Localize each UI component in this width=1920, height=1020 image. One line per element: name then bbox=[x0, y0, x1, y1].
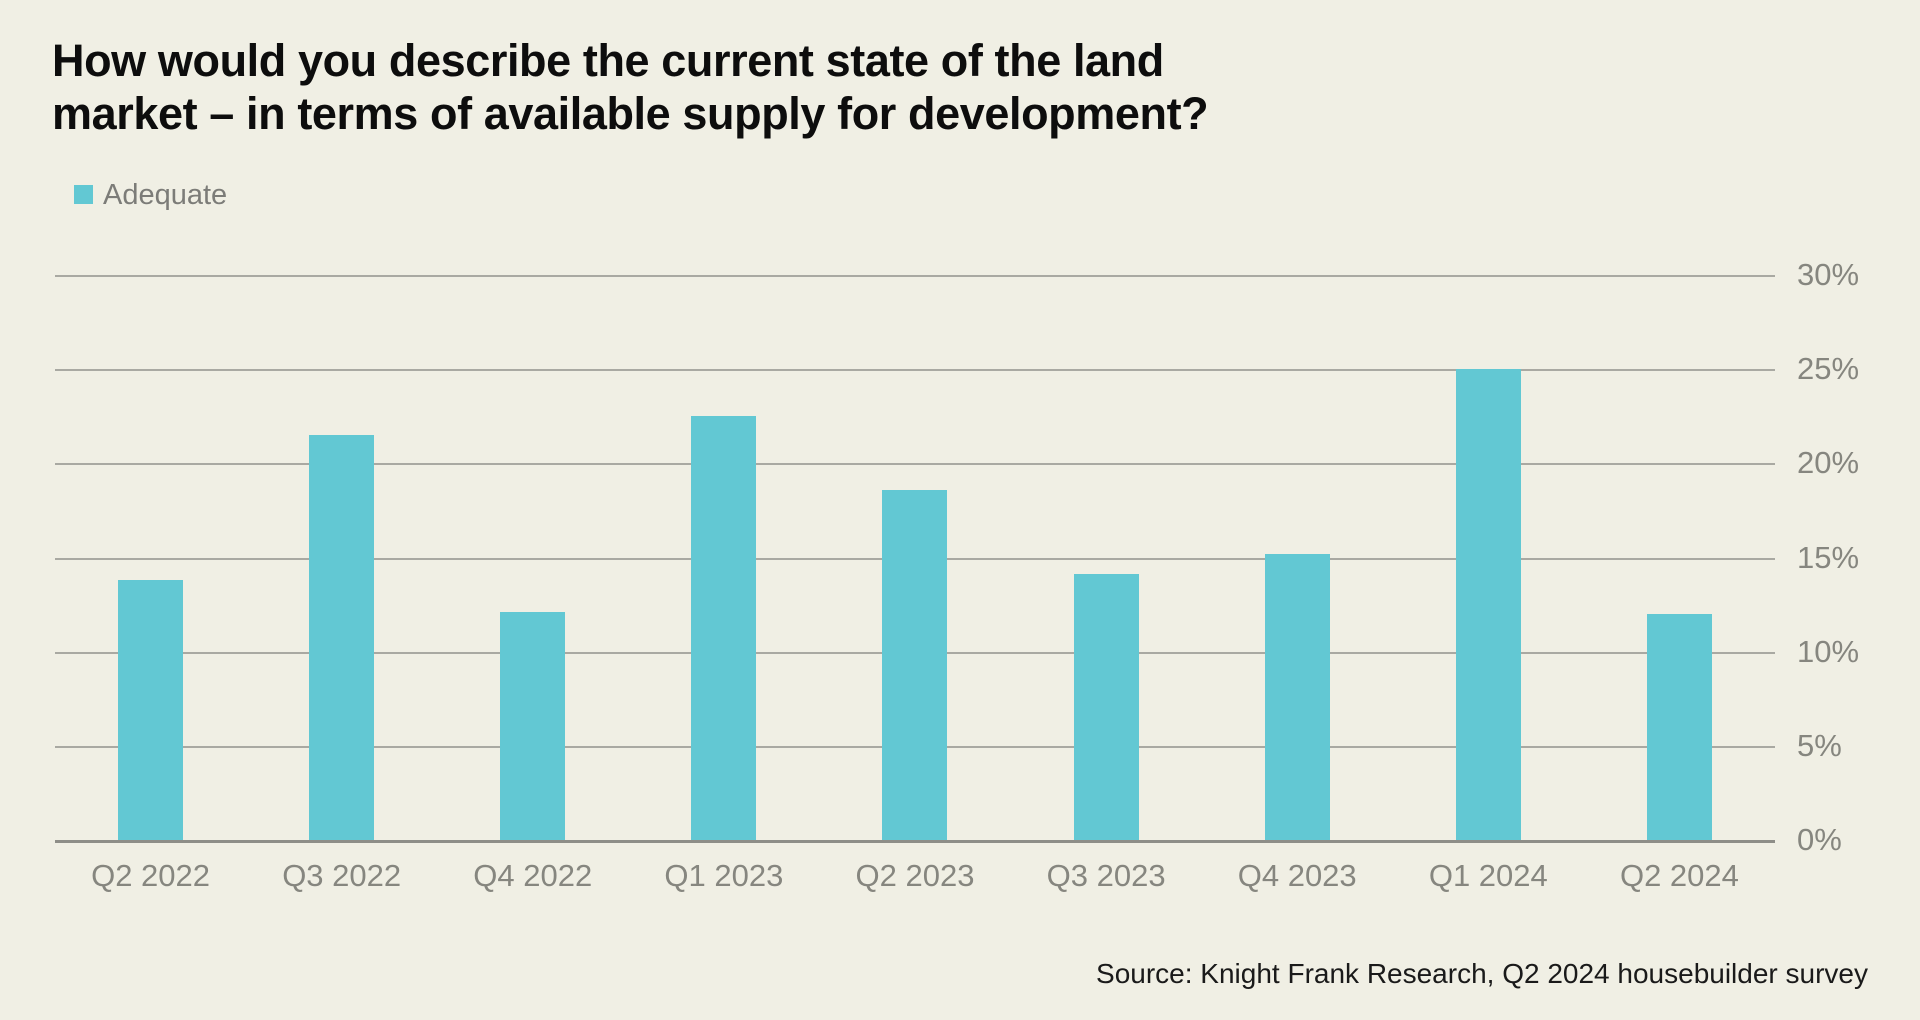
x-axis-tick-label: Q4 2022 bbox=[473, 858, 593, 893]
bar-q4-2022[interactable] bbox=[500, 612, 566, 840]
bar-slot bbox=[1011, 275, 1202, 840]
x-axis-tick-label: Q3 2022 bbox=[282, 858, 402, 893]
bar-q3-2022[interactable] bbox=[309, 435, 375, 840]
legend-swatch-icon bbox=[74, 185, 93, 204]
x-axis-tick-label: Q3 2023 bbox=[1046, 858, 1166, 893]
gridline bbox=[55, 463, 1775, 466]
x-axis-tick-label: Q2 2024 bbox=[1619, 858, 1739, 893]
y-axis: 30% 25% 20% 15% 10% 5% 0% bbox=[1797, 257, 1917, 857]
chart-title: How would you describe the current state… bbox=[52, 35, 1209, 140]
legend-item-adequate[interactable]: Adequate bbox=[74, 179, 228, 211]
chart-legend: Adequate bbox=[74, 179, 228, 211]
bar-q3-2023[interactable] bbox=[1073, 574, 1139, 840]
legend-item-label: Adequate bbox=[103, 179, 228, 211]
x-axis-tick-label: Q2 2023 bbox=[855, 858, 975, 893]
y-axis-tick-label: 5% bbox=[1797, 727, 1842, 763]
gridline bbox=[55, 275, 1775, 277]
bar-q1-2023[interactable] bbox=[691, 416, 757, 840]
source-note: Source: Knight Frank Research, Q2 2024 h… bbox=[1096, 958, 1868, 989]
bar-q2-2022[interactable] bbox=[118, 580, 184, 840]
y-axis-tick-label: 20% bbox=[1797, 445, 1860, 481]
bar-q2-2023[interactable] bbox=[882, 489, 948, 840]
bar-slot bbox=[1584, 275, 1775, 840]
bar-slot bbox=[437, 275, 628, 840]
bar-q4-2023[interactable] bbox=[1264, 553, 1330, 840]
bar-q1-2024[interactable] bbox=[1455, 369, 1521, 840]
bar-series-adequate bbox=[55, 275, 1775, 840]
x-axis-tick-label: Q4 2023 bbox=[1237, 858, 1357, 893]
gridline bbox=[55, 369, 1775, 372]
bar-slot bbox=[55, 275, 246, 840]
axis-baseline bbox=[55, 840, 1775, 843]
y-axis-tick-label: 10% bbox=[1797, 633, 1860, 669]
x-axis: Q2 2022 Q3 2022 Q4 2022 Q1 2023 Q2 2023 Q3 20… bbox=[55, 858, 1775, 894]
bar-slot bbox=[246, 275, 437, 840]
x-axis-tick-label: Q2 2022 bbox=[91, 858, 211, 893]
y-axis-tick-label: 30% bbox=[1797, 257, 1860, 292]
x-axis-tick-label: Q1 2023 bbox=[664, 858, 784, 893]
bar-slot bbox=[819, 275, 1010, 840]
y-axis-tick-label: 15% bbox=[1797, 539, 1860, 575]
x-axis-tick-label: Q1 2024 bbox=[1428, 858, 1548, 893]
bar-slot bbox=[628, 275, 819, 840]
y-axis-tick-label: 0% bbox=[1797, 822, 1842, 857]
bar-slot bbox=[1393, 275, 1584, 840]
plot-area bbox=[55, 275, 1775, 843]
bar-slot bbox=[1202, 275, 1393, 840]
bar-q2-2024[interactable] bbox=[1646, 614, 1712, 840]
y-axis-tick-label: 25% bbox=[1797, 351, 1860, 387]
